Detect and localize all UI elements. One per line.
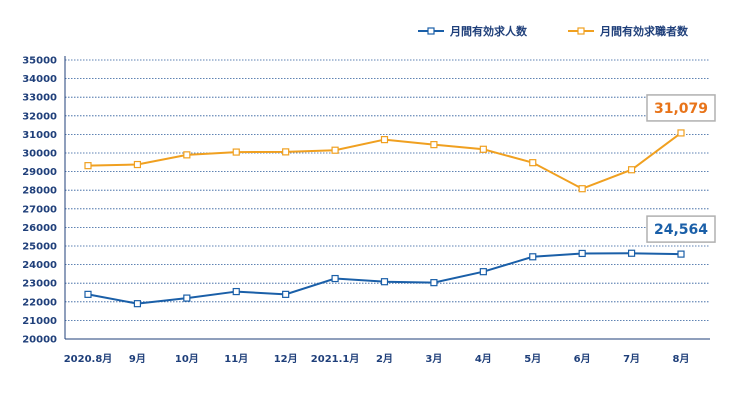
data-point — [183, 151, 191, 159]
data-point — [84, 290, 92, 298]
y-tick-label: 31000 — [22, 130, 57, 141]
grid-lines — [65, 59, 710, 321]
data-point — [232, 148, 240, 156]
y-tick-label: 29000 — [22, 167, 57, 178]
x-tick-label: 8月 — [673, 353, 690, 365]
y-tick-label: 30000 — [22, 149, 57, 160]
data-point — [627, 249, 636, 257]
y-tick-label: 35000 — [22, 56, 57, 67]
y-tick-label: 20000 — [22, 335, 57, 346]
x-tick-label: 2月 — [376, 353, 393, 365]
x-tick-label: 4月 — [475, 353, 492, 365]
data-point — [479, 145, 487, 153]
y-tick-label: 24000 — [22, 260, 57, 271]
data-point — [133, 160, 142, 169]
data-point — [627, 166, 636, 174]
data-point — [578, 249, 586, 258]
x-tick-label: 7月 — [623, 353, 640, 365]
y-tick-label: 32000 — [22, 111, 57, 122]
callout-label: 24,564 — [654, 222, 708, 238]
data-point — [133, 300, 142, 308]
data-point — [529, 159, 537, 167]
data-point — [282, 148, 290, 156]
y-tick-label: 26000 — [22, 223, 57, 234]
data-point — [331, 146, 339, 154]
axes — [64, 56, 710, 340]
y-axis-ticks: 20000 21000 22000 23000 24000 25000 26000 27000… — [22, 56, 57, 346]
series-group — [84, 129, 685, 308]
y-tick-label: 25000 — [22, 242, 57, 253]
data-point — [479, 268, 487, 276]
x-tick-label: 6月 — [574, 353, 591, 365]
data-point — [282, 290, 290, 298]
legend-marker — [427, 27, 435, 35]
callout-box — [646, 215, 716, 243]
data-point — [331, 274, 339, 283]
data-point — [183, 294, 191, 302]
y-tick-label: 22000 — [22, 297, 57, 308]
data-point — [430, 279, 438, 287]
data-point — [578, 185, 586, 193]
callout-box — [646, 94, 716, 122]
x-tick-label: 2021.1月 — [311, 353, 360, 365]
x-tick-label: 12月 — [274, 353, 298, 365]
y-tick-label: 23000 — [22, 279, 57, 290]
y-tick-label: 21000 — [22, 316, 57, 327]
x-tick-label: 11月 — [224, 353, 248, 365]
data-point — [380, 136, 389, 144]
x-tick-label: 2020.8月 — [64, 353, 113, 365]
x-tick-label: 9月 — [129, 353, 146, 365]
x-tick-label: 3月 — [425, 353, 442, 365]
y-tick-label: 34000 — [22, 74, 57, 85]
callout-label: 31,079 — [654, 101, 708, 117]
legend-label: 月間有効求人数 — [449, 24, 528, 38]
x-tick-label: 5月 — [524, 353, 541, 365]
x-axis-ticks: 2020.8月 9月 10月 11月 12月 2021.1月 2月 3月 4月 5月 6月 7月 8月 — [64, 353, 690, 365]
y-tick-label: 27000 — [22, 204, 57, 215]
y-tick-label: 33000 — [22, 93, 57, 104]
callouts: 31,079 24,564 — [646, 94, 716, 243]
data-point — [677, 250, 685, 258]
legend-marker — [577, 27, 585, 35]
data-point — [380, 278, 389, 286]
x-tick-label: 10月 — [175, 353, 199, 365]
data-point — [529, 253, 537, 261]
legend: 月間有効求人数 月間有効求職者数 — [418, 24, 689, 38]
legend-label: 月間有効求職者数 — [599, 24, 689, 38]
data-point — [84, 162, 92, 170]
data-point — [232, 287, 240, 296]
y-tick-label: 28000 — [22, 186, 57, 197]
data-point — [430, 141, 438, 149]
data-point — [677, 129, 685, 137]
